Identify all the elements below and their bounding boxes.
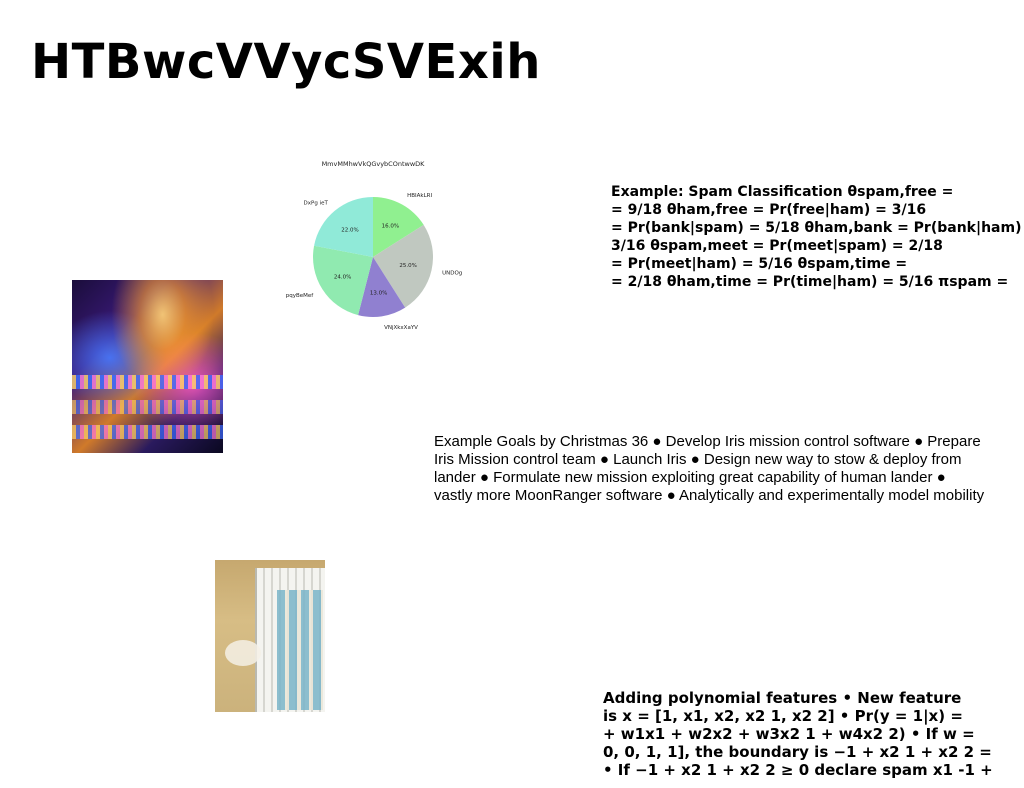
text-line: • If −1 + x2 1 + x2 2 ≥ 0 declare spam x…: [603, 761, 993, 779]
pie-slice: [373, 197, 424, 257]
pie-chart: MmvMMhwVkQGvybCOntwwDK 16.0% HBIAkLRI 25.0…: [280, 152, 470, 352]
polynomial-features-text: Adding polynomial features • New feature…: [603, 689, 993, 779]
slice-percent-label: 25.0%: [399, 263, 416, 269]
text-line: is x = [1, x1, x2, x2 1, x2 2] • Pr(y = …: [603, 707, 963, 725]
text-line: 0, 0, 1, 1], the boundary is −1 + x2 1 +…: [603, 743, 992, 761]
text-line: Adding polynomial features • New feature: [603, 689, 962, 707]
building-photo: [215, 560, 325, 712]
text-line: = Pr(meet|ham) = 5/16 θspam,time =: [611, 256, 908, 272]
pie-slice: [373, 224, 433, 308]
slice-category-label: UNDOg: [442, 270, 462, 276]
slice-category-label: VNjXkxXaYV: [384, 325, 418, 331]
slice-category-label: HBIAkLRI: [407, 193, 432, 199]
pie-slice: [313, 245, 373, 316]
text-line: + w1x1 + w2x2 + w3x2 1 + w4x2 2) • If w …: [603, 725, 975, 743]
text-line: Example Goals by Christmas 36 ● Develop …: [434, 433, 981, 450]
slice-percent-label: 24.0%: [334, 274, 351, 280]
text-line: = 9/18 θham,free = Pr(free|ham) = 3/16: [611, 202, 927, 218]
text-line: vastly more MoonRanger software ● Analyt…: [434, 487, 985, 504]
slide-title: HTBwcVVycSVExih: [31, 34, 541, 90]
slice-category-label: pqyBeMef: [286, 293, 315, 299]
text-line: Iris Mission control team ● Launch Iris …: [434, 451, 962, 468]
goals-text: Example Goals by Christmas 36 ● Develop …: [434, 433, 984, 505]
pie-slice: [314, 197, 373, 257]
slice-percent-label: 13.0%: [370, 291, 387, 297]
slice-category-label: DxPg ieT: [304, 200, 329, 206]
slice-percent-label: 16.0%: [382, 223, 399, 229]
text-line: 3/16 θspam,meet = Pr(meet|spam) = 2/18: [611, 238, 943, 254]
pie-slice: [358, 257, 406, 317]
text-line: lander ● Formulate new mission exploitin…: [434, 469, 946, 486]
text-line: = Pr(bank|spam) = 5/18 θham,bank = Pr(ba…: [611, 220, 1024, 236]
slice-percent-label: 22.0%: [341, 227, 358, 233]
chart-title: MmvMMhwVkQGvybCOntwwDK: [322, 160, 426, 168]
carnival-lights-photo: [72, 280, 223, 453]
spam-classification-text: Example: Spam Classification θspam,free …: [611, 183, 1024, 291]
text-line: Example: Spam Classification θspam,free …: [611, 184, 954, 200]
text-line: = 2/18 θham,time = Pr(time|ham) = 5/16 π…: [611, 274, 1009, 290]
